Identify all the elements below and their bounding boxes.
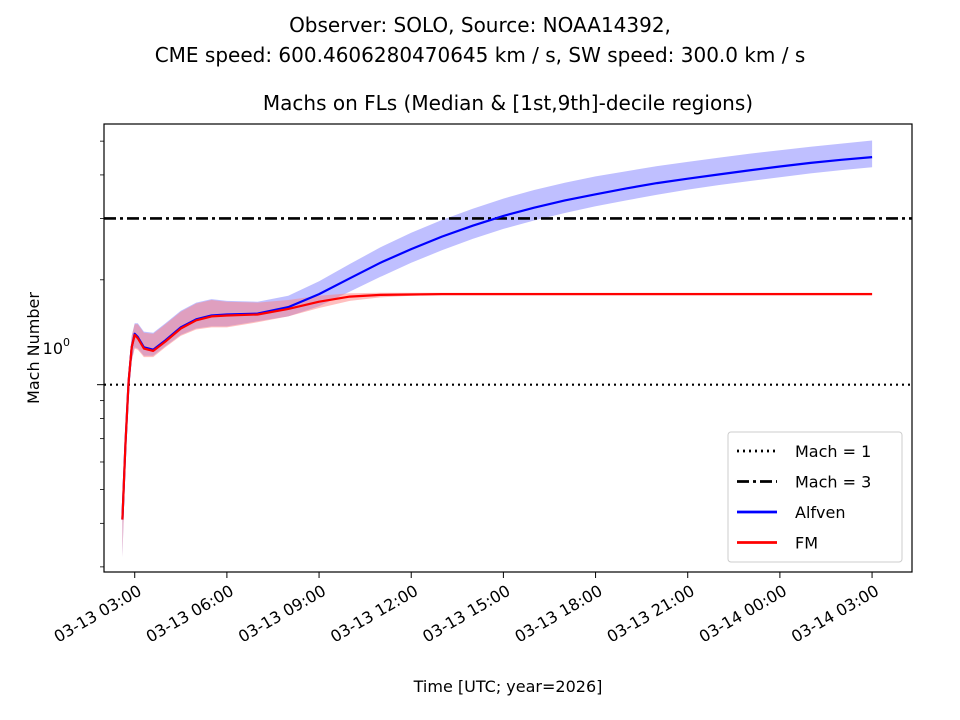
x-tick-label-3: 03-13 12:00: [327, 581, 421, 646]
y-tick-exponent: 0: [63, 336, 70, 349]
median-lines: [121, 156, 873, 520]
line-fm: [121, 293, 873, 520]
y-axis-label: Mach Number: [24, 292, 43, 404]
x-tick-label-1: 03-13 06:00: [143, 581, 237, 646]
legend-label-0: Mach = 1: [795, 442, 871, 461]
chart-title: Machs on FLs (Median & [1st,9th]-decile …: [263, 91, 753, 115]
y-axis-ticks: [97, 140, 104, 568]
plot-area-frame: [103, 123, 913, 573]
x-tick-label-5: 03-13 18:00: [511, 581, 605, 646]
suptitle-line-2: CME speed: 600.4606280470645 km / s, SW …: [155, 43, 806, 67]
legend-label-1: Mach = 3: [795, 473, 871, 492]
band-alfven: [122, 140, 873, 558]
legend: Mach = 1 Mach = 3 Alfven FM: [727, 431, 903, 563]
legend-box: [727, 431, 903, 563]
x-tick-label-6: 03-13 21:00: [604, 581, 698, 646]
y-tick-base: 10: [43, 339, 63, 358]
x-tick-label-8: 03-14 03:00: [788, 581, 882, 646]
legend-label-3: FM: [795, 534, 818, 553]
figure-suptitle: Observer: SOLO, Source: NOAA14392, CME s…: [155, 13, 806, 67]
x-tick-label-2: 03-13 09:00: [235, 581, 329, 646]
x-tick-label-7: 03-14 00:00: [696, 581, 790, 646]
suptitle-line-1: Observer: SOLO, Source: NOAA14392,: [289, 13, 671, 37]
legend-label-2: Alfven: [795, 503, 845, 522]
x-axis-label: Time [UTC; year=2026]: [413, 677, 603, 696]
y-tick-label-10-0: 100: [43, 336, 70, 358]
x-tick-label-0: 03-13 03:00: [51, 581, 145, 646]
reference-lines: [104, 217, 912, 386]
x-tick-label-4: 03-13 15:00: [419, 581, 513, 646]
svg-text:100: 100: [43, 336, 70, 358]
